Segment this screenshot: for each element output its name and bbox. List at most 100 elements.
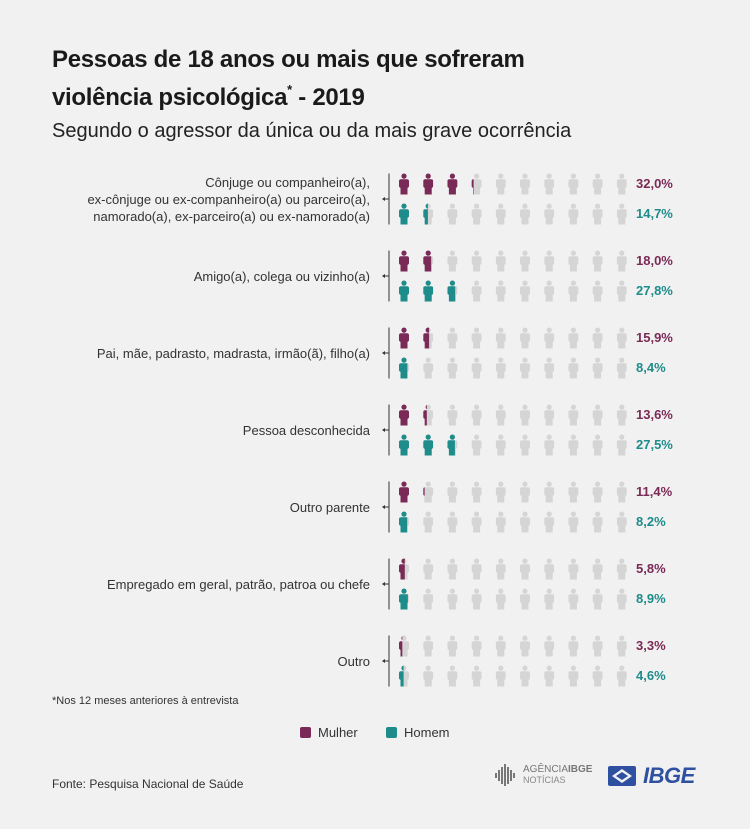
person-icon-homem-5-2 xyxy=(423,511,434,533)
ibge-logo: IBGE xyxy=(608,763,695,789)
category-label-line: Pessoa desconhecida xyxy=(242,422,370,438)
title-footnote-mark: * xyxy=(287,82,292,97)
person-icon-homem-6-2 xyxy=(423,588,434,610)
title-year: - 2019 xyxy=(291,84,365,111)
person-icon-mulher-4-6 xyxy=(520,404,530,426)
person-icon-mulher-6-5 xyxy=(495,558,506,580)
person-icon-homem-6-6 xyxy=(520,588,530,610)
person-icon-homem-7-3 xyxy=(447,665,458,687)
legend-mulher: Mulher xyxy=(300,725,358,740)
person-icon-mulher-4-4 xyxy=(471,404,482,426)
person-icon-homem-3-5 xyxy=(495,357,506,379)
group-bracket xyxy=(382,327,390,379)
person-icon-homem-1-10 xyxy=(616,203,627,225)
ibge-wordmark: IBGE xyxy=(643,763,695,788)
person-icon-homem-7-5 xyxy=(495,665,506,687)
person-icon-homem-6-10 xyxy=(616,588,627,610)
person-icon-mulher-2-3 xyxy=(447,250,458,272)
person-icon-mulher-7-4 xyxy=(471,635,482,657)
person-icon-mulher-1-6 xyxy=(520,173,530,195)
person-icon-homem-5-9 xyxy=(592,511,603,533)
person-icon-homem-1-3 xyxy=(447,203,458,225)
person-icon-mulher-2-9 xyxy=(592,250,603,272)
person-icon-mulher-5-8 xyxy=(568,481,579,503)
category-label: Outro xyxy=(337,653,370,670)
percent-label-homem: 8,2% xyxy=(636,514,666,529)
person-icon-homem-5-1 xyxy=(399,511,409,533)
person-icon-homem-3-6 xyxy=(520,357,530,379)
person-icon-mulher-4-2 xyxy=(423,404,434,426)
percent-label-mulher: 15,9% xyxy=(636,330,673,345)
person-icon-homem-4-1 xyxy=(399,434,409,456)
person-icon-mulher-1-1 xyxy=(399,173,409,195)
category-label: Empregado em geral, patrão, patroa ou ch… xyxy=(107,576,370,593)
person-icon-homem-3-1 xyxy=(399,357,409,379)
person-icon-homem-1-9 xyxy=(592,203,603,225)
person-icon-homem-6-3 xyxy=(447,588,458,610)
person-icon-mulher-4-5 xyxy=(495,404,506,426)
person-icon-mulher-2-7 xyxy=(544,250,555,272)
person-icon-mulher-7-5 xyxy=(495,635,506,657)
person-icon-homem-1-4 xyxy=(471,203,482,225)
legend-label-mulher: Mulher xyxy=(318,725,358,740)
person-icon-homem-4-5 xyxy=(495,434,506,456)
person-icon-mulher-7-7 xyxy=(544,635,555,657)
agencia-word: AGÊNCIA xyxy=(523,764,569,775)
percent-label-mulher: 5,8% xyxy=(636,561,666,576)
person-icon-mulher-1-4 xyxy=(471,173,482,195)
category-label-line: Pai, mãe, padrasto, madrasta, irmão(ã), … xyxy=(96,345,370,361)
person-icon-homem-1-1 xyxy=(399,203,409,225)
person-icon-homem-6-8 xyxy=(568,588,579,610)
person-icon-homem-5-4 xyxy=(471,511,482,533)
person-icon-homem-5-6 xyxy=(520,511,530,533)
person-icon-homem-2-9 xyxy=(592,280,603,302)
legend-swatch-mulher xyxy=(300,727,311,738)
person-icon-mulher-5-6 xyxy=(520,481,530,503)
person-icon-mulher-1-3 xyxy=(447,173,458,195)
person-icon-mulher-4-10 xyxy=(616,404,627,426)
person-icon-homem-2-8 xyxy=(568,280,579,302)
category-label-line: Amigo(a), colega ou vizinho(a) xyxy=(193,268,370,284)
person-icon-homem-2-10 xyxy=(616,280,627,302)
person-icon-homem-5-5 xyxy=(495,511,506,533)
footnote: *Nos 12 meses anteriores à entrevista xyxy=(52,695,239,707)
person-icon-mulher-3-6 xyxy=(520,327,530,349)
person-icon-mulher-3-5 xyxy=(495,327,506,349)
legend-label-homem: Homem xyxy=(404,725,450,740)
person-icon-homem-3-4 xyxy=(471,357,482,379)
category-label: Pai, mãe, padrasto, madrasta, irmão(ã), … xyxy=(97,345,370,362)
person-icon-mulher-4-8 xyxy=(568,404,579,426)
person-icon-mulher-2-2 xyxy=(423,250,434,272)
person-icon-homem-5-8 xyxy=(568,511,579,533)
group-bracket xyxy=(382,635,390,687)
person-icon-mulher-1-5 xyxy=(495,173,506,195)
chart-subtitle: Segundo o agressor da única ou da mais g… xyxy=(52,120,572,142)
category-label-line: namorado(a), ex-parceiro(a) ou ex-namora… xyxy=(93,208,370,224)
person-icon-homem-3-8 xyxy=(568,357,579,379)
person-icon-homem-4-9 xyxy=(592,434,603,456)
person-icon-homem-2-2 xyxy=(423,280,434,302)
percent-label-homem: 4,6% xyxy=(636,668,666,683)
category-label: Outro parente xyxy=(290,499,370,516)
person-icon-mulher-3-4 xyxy=(471,327,482,349)
person-icon-mulher-3-1 xyxy=(399,327,409,349)
percent-label-mulher: 13,6% xyxy=(636,407,673,422)
title-line-1: Pessoas de 18 anos ou mais que sofreram xyxy=(52,46,525,73)
percent-label-homem: 8,4% xyxy=(636,360,666,375)
person-icon-homem-1-7 xyxy=(544,203,555,225)
person-icon-mulher-5-3 xyxy=(447,481,458,503)
person-icon-mulher-4-7 xyxy=(544,404,555,426)
person-icon-mulher-7-8 xyxy=(568,635,579,657)
percent-label-mulher: 3,3% xyxy=(636,638,666,653)
person-icon-homem-4-6 xyxy=(520,434,530,456)
person-icon-homem-2-1 xyxy=(399,280,409,302)
person-icon-homem-7-1 xyxy=(399,665,409,687)
category-label: Pessoa desconhecida xyxy=(243,422,370,439)
person-icon-mulher-3-2 xyxy=(423,327,434,349)
title-line-2: violência psicológica xyxy=(52,84,288,111)
person-icon-homem-6-5 xyxy=(495,588,506,610)
person-icon-homem-4-8 xyxy=(568,434,579,456)
person-icon-homem-5-10 xyxy=(616,511,627,533)
person-icon-mulher-3-9 xyxy=(592,327,603,349)
person-icon-homem-7-10 xyxy=(616,665,627,687)
